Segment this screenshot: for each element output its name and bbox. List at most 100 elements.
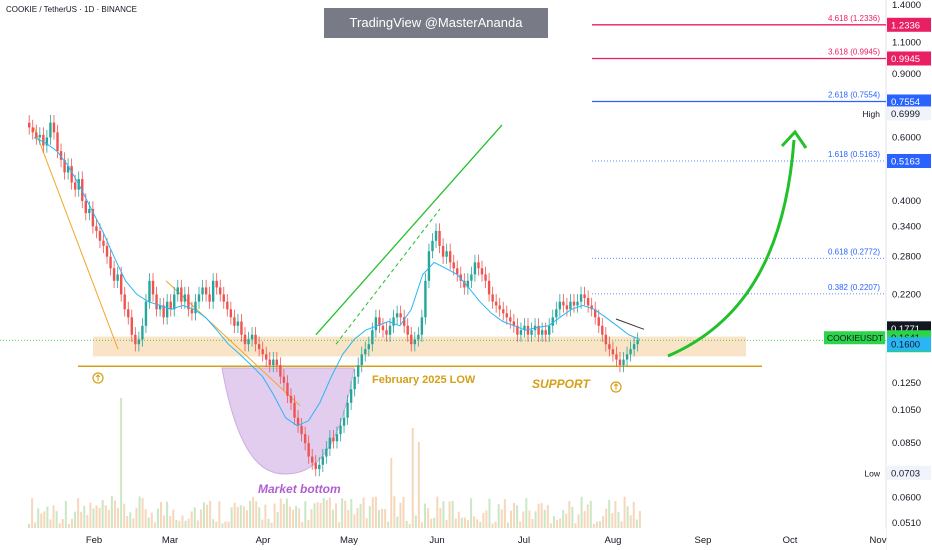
- candle-body: [364, 349, 367, 355]
- volume-bar: [123, 503, 126, 528]
- candle-body: [410, 334, 413, 345]
- candle-body: [155, 294, 158, 310]
- volume-bar: [454, 518, 457, 528]
- volume-bar: [411, 428, 414, 528]
- price-tick-label: 0.0510: [892, 518, 921, 529]
- time-tick-label: Apr: [256, 535, 271, 546]
- candle-body: [526, 325, 530, 335]
- fib-level-label: 2.618 (0.7554): [828, 90, 880, 99]
- ticker-tag: COOKIEUSDT: [827, 333, 883, 343]
- candle-body: [321, 456, 325, 465]
- volume-bar: [239, 505, 242, 528]
- candle-body: [406, 325, 409, 335]
- volume-bar: [184, 520, 187, 528]
- high-value-tag: 0.6999: [891, 109, 920, 120]
- volume-bar: [623, 496, 626, 528]
- price-tick-label: 1.1000: [892, 38, 921, 49]
- candle-body: [59, 151, 63, 160]
- time-tick-label: Nov: [870, 535, 887, 546]
- volume-bar: [605, 508, 608, 528]
- candle-body: [105, 245, 109, 257]
- volume-bar: [80, 511, 83, 528]
- candle-body: [81, 179, 84, 201]
- candle-body: [502, 309, 505, 314]
- candle-body: [45, 137, 49, 146]
- volume-bar: [414, 515, 417, 528]
- volume-bar: [488, 498, 491, 528]
- candle-body: [413, 339, 416, 345]
- candle-body: [424, 280, 427, 318]
- candle-body: [618, 359, 622, 366]
- volume-bar: [617, 511, 620, 528]
- volume-bar: [120, 398, 123, 528]
- volume-bar: [249, 500, 252, 528]
- volume-bar: [310, 509, 313, 528]
- volume-bar: [28, 524, 30, 528]
- volume-bar: [261, 519, 264, 528]
- volume-bar: [374, 496, 377, 528]
- candle-body: [498, 305, 501, 310]
- candle-body: [509, 317, 512, 322]
- candle-body: [268, 359, 271, 366]
- volume-bar: [150, 512, 153, 528]
- candle-body: [311, 456, 314, 463]
- candle-body: [491, 294, 494, 302]
- candle-body: [632, 344, 636, 350]
- candle-body: [452, 262, 455, 269]
- volume-bar: [362, 497, 365, 528]
- candle-body: [116, 274, 119, 281]
- volume-bar: [341, 498, 344, 528]
- volume-bar: [448, 501, 451, 528]
- volume-bar: [356, 507, 359, 528]
- volume-bar: [218, 501, 221, 528]
- volume-bar: [531, 519, 534, 528]
- price-tick-label: 0.0600: [892, 493, 921, 504]
- candle-body: [558, 301, 562, 310]
- time-tick-label: Sep: [695, 535, 712, 546]
- volume-bar: [196, 520, 199, 528]
- candle-body: [169, 301, 172, 310]
- volume-bar: [31, 498, 34, 528]
- volume-bar: [49, 519, 52, 528]
- candle-body: [530, 330, 533, 335]
- candle-body: [356, 365, 360, 377]
- candle-body: [339, 425, 342, 435]
- volume-bar: [344, 500, 347, 528]
- volume-bar: [227, 521, 230, 528]
- volume-bar: [620, 521, 623, 528]
- candle-body: [176, 287, 179, 295]
- volume-bar: [135, 507, 138, 528]
- volume-bar: [117, 507, 120, 528]
- candle-body: [279, 365, 282, 377]
- candle-body: [459, 274, 462, 281]
- volume-bar: [629, 515, 632, 528]
- volume-bar: [384, 509, 387, 528]
- candle-body: [144, 301, 148, 326]
- volume-bar: [424, 503, 427, 528]
- volume-bar: [608, 499, 611, 528]
- candle-body: [31, 127, 34, 133]
- time-tick-label: Oct: [783, 535, 798, 546]
- candle-body: [303, 434, 307, 444]
- volume-bar: [632, 501, 635, 528]
- candle-body: [254, 334, 257, 345]
- candle-body: [456, 268, 459, 275]
- volume-bar: [470, 498, 473, 528]
- candle-body: [141, 325, 144, 340]
- volume-bar: [74, 511, 77, 528]
- candle-body: [427, 251, 431, 281]
- volume-bar: [347, 510, 350, 528]
- candle-body: [480, 268, 484, 275]
- volume-bar: [236, 506, 239, 528]
- candle-body: [431, 240, 434, 252]
- candle-body: [597, 317, 600, 326]
- low-label: Low: [864, 468, 880, 478]
- volume-bar: [552, 516, 555, 528]
- volume-bar: [513, 503, 516, 528]
- volume-bar: [70, 518, 73, 528]
- volume-bar: [298, 508, 301, 528]
- volume-bar: [393, 496, 396, 528]
- volume-bar: [359, 503, 362, 528]
- candle-body: [49, 122, 52, 138]
